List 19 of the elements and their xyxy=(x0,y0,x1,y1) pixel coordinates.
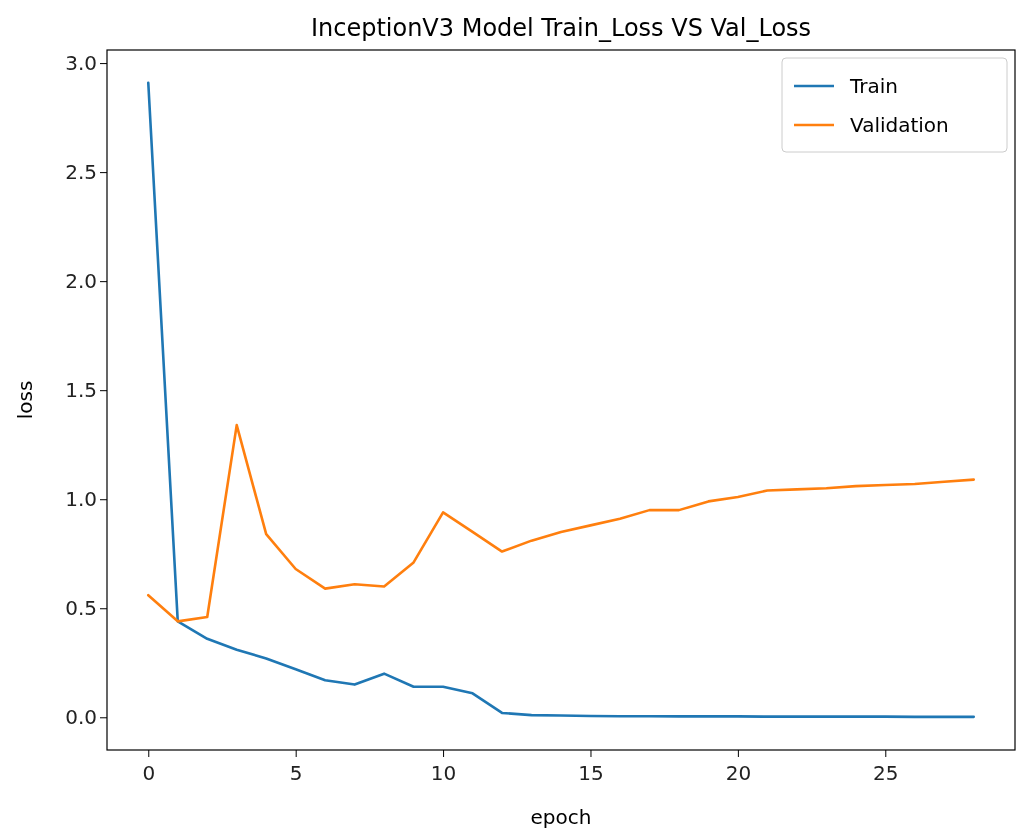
chart-title: InceptionV3 Model Train_Loss VS Val_Loss xyxy=(310,14,812,42)
x-axis-title: epoch xyxy=(530,805,592,829)
x-tick-label: 10 xyxy=(430,761,457,785)
legend-label: Validation xyxy=(850,113,949,137)
y-tick-label: 1.5 xyxy=(65,378,97,403)
x-tick-label: 0 xyxy=(142,761,156,785)
y-tick-label: 2.0 xyxy=(65,269,97,294)
x-tick-label: 15 xyxy=(578,761,604,785)
x-tick-label: 5 xyxy=(289,761,303,785)
y-tick-label: 2.5 xyxy=(65,160,97,185)
line-series xyxy=(146,423,976,623)
legend-label: Train xyxy=(849,74,898,98)
y-tick-label: 0.0 xyxy=(65,705,97,730)
x-tick-label: 25 xyxy=(873,761,899,785)
y-tick-label: 0.5 xyxy=(65,596,97,621)
y-tick-label: 1.0 xyxy=(65,487,97,512)
y-axis-title: loss xyxy=(13,380,37,420)
x-tick-label: 20 xyxy=(725,761,752,785)
y-tick-label: 3.0 xyxy=(65,50,97,75)
